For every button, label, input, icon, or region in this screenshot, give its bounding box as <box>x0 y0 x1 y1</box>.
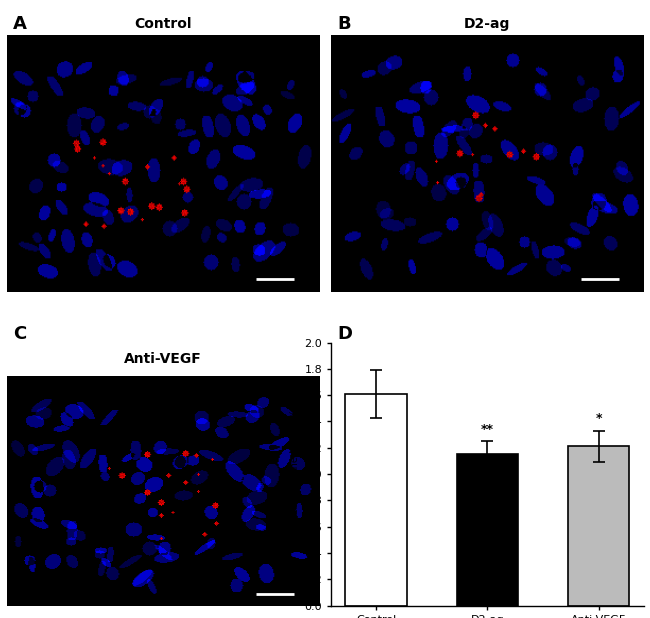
Text: Anti-VEGF: Anti-VEGF <box>124 352 202 366</box>
Text: C: C <box>13 325 26 343</box>
Text: Control: Control <box>134 17 191 30</box>
Text: D: D <box>337 325 352 343</box>
Bar <box>568 446 629 606</box>
Text: **: ** <box>481 423 494 436</box>
Text: D2-ag: D2-ag <box>464 17 510 30</box>
Bar <box>457 454 518 606</box>
Bar <box>345 394 407 606</box>
Text: *: * <box>595 412 602 425</box>
Y-axis label: βIII-tubulin stained area (%): βIII-tubulin stained area (%) <box>291 406 300 543</box>
Text: B: B <box>337 15 351 33</box>
Text: A: A <box>13 15 27 33</box>
